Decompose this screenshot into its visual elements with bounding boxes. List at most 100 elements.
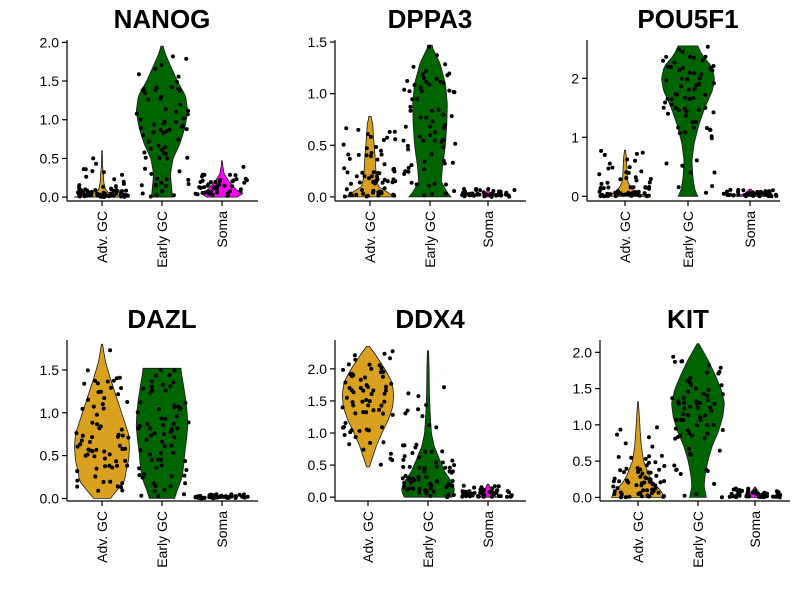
data-point: [597, 172, 602, 177]
data-point: [381, 440, 386, 445]
data-point: [640, 471, 645, 476]
data-point: [347, 442, 352, 447]
data-point: [440, 460, 445, 465]
data-point: [427, 82, 432, 87]
data-point: [421, 76, 426, 80]
data-point: [167, 127, 172, 132]
data-point: [638, 474, 643, 479]
data-point: [120, 481, 125, 486]
data-point: [374, 145, 379, 149]
x-tick-label: Soma: [480, 511, 496, 548]
data-point: [233, 173, 238, 178]
data-point: [379, 148, 383, 153]
data-point: [137, 466, 142, 471]
data-point: [340, 405, 345, 410]
y-tick-label: 0.5: [573, 453, 593, 469]
data-point: [90, 435, 95, 440]
data-point: [776, 490, 781, 495]
data-point: [694, 158, 699, 163]
data-point: [377, 363, 382, 368]
data-point: [375, 157, 380, 162]
data-point: [731, 193, 736, 198]
data-point: [462, 187, 466, 191]
data-point: [410, 97, 415, 102]
data-point: [698, 401, 702, 405]
data-point: [462, 194, 467, 199]
y-tick-label: 1.5: [573, 381, 593, 397]
data-point: [417, 465, 422, 470]
data-point: [440, 449, 445, 454]
data-point: [467, 491, 472, 496]
data-point: [148, 452, 153, 457]
data-point: [618, 468, 623, 473]
data-point: [661, 494, 666, 499]
data-point: [95, 422, 99, 427]
data-point: [88, 440, 92, 444]
data-point: [475, 494, 480, 499]
data-point: [672, 359, 677, 364]
y-tick-label: 1: [571, 129, 579, 145]
data-point: [155, 176, 160, 181]
data-point: [159, 180, 164, 185]
data-point: [186, 177, 191, 182]
data-point: [388, 456, 393, 461]
data-point: [379, 152, 384, 157]
data-point: [368, 440, 373, 445]
data-point: [344, 187, 349, 192]
data-point: [496, 484, 501, 489]
data-point: [344, 395, 349, 400]
data-point: [170, 54, 175, 59]
x-tick-label: Adv. GC: [360, 511, 376, 563]
data-point: [80, 406, 85, 411]
data-point: [605, 180, 610, 185]
data-point: [756, 494, 761, 499]
data-point: [411, 64, 416, 69]
data-point: [97, 192, 102, 197]
data-point: [356, 127, 361, 132]
data-point: [379, 403, 384, 408]
data-point: [662, 479, 667, 484]
x-tick-label: Early GC: [422, 211, 438, 268]
data-point: [628, 185, 633, 190]
data-point: [379, 191, 384, 196]
data-point: [648, 477, 653, 482]
data-point: [346, 152, 351, 157]
data-point: [495, 488, 500, 493]
data-point: [752, 491, 757, 495]
data-point: [681, 411, 686, 416]
y-tick-label: 2.0: [308, 361, 328, 377]
data-point: [389, 381, 394, 386]
data-point: [450, 483, 455, 488]
data-point: [496, 494, 501, 499]
data-point: [348, 430, 353, 435]
data-point: [506, 193, 511, 198]
data-point: [687, 70, 692, 75]
data-point: [650, 444, 655, 449]
data-point: [176, 74, 181, 79]
data-point: [634, 151, 639, 156]
data-point: [408, 108, 413, 113]
data-point: [452, 463, 457, 468]
data-point: [446, 482, 451, 486]
data-point: [171, 380, 176, 385]
data-point: [414, 97, 419, 101]
x-tick-label: Adv. GC: [362, 211, 378, 263]
data-point: [647, 180, 652, 185]
data-point: [685, 378, 690, 383]
data-point: [643, 475, 648, 480]
data-point: [176, 137, 181, 142]
x-tick-label: Soma: [747, 511, 763, 548]
y-tick-label: 0.5: [40, 448, 60, 464]
data-point: [449, 114, 454, 119]
data-point: [111, 193, 116, 198]
data-point: [401, 465, 406, 469]
data-point: [382, 391, 387, 396]
data-point: [648, 470, 653, 475]
data-point: [690, 433, 694, 438]
data-point: [138, 448, 143, 453]
data-point: [677, 131, 682, 136]
data-point: [391, 177, 396, 182]
data-point: [427, 481, 432, 486]
data-point: [705, 431, 710, 436]
data-point: [362, 174, 367, 179]
